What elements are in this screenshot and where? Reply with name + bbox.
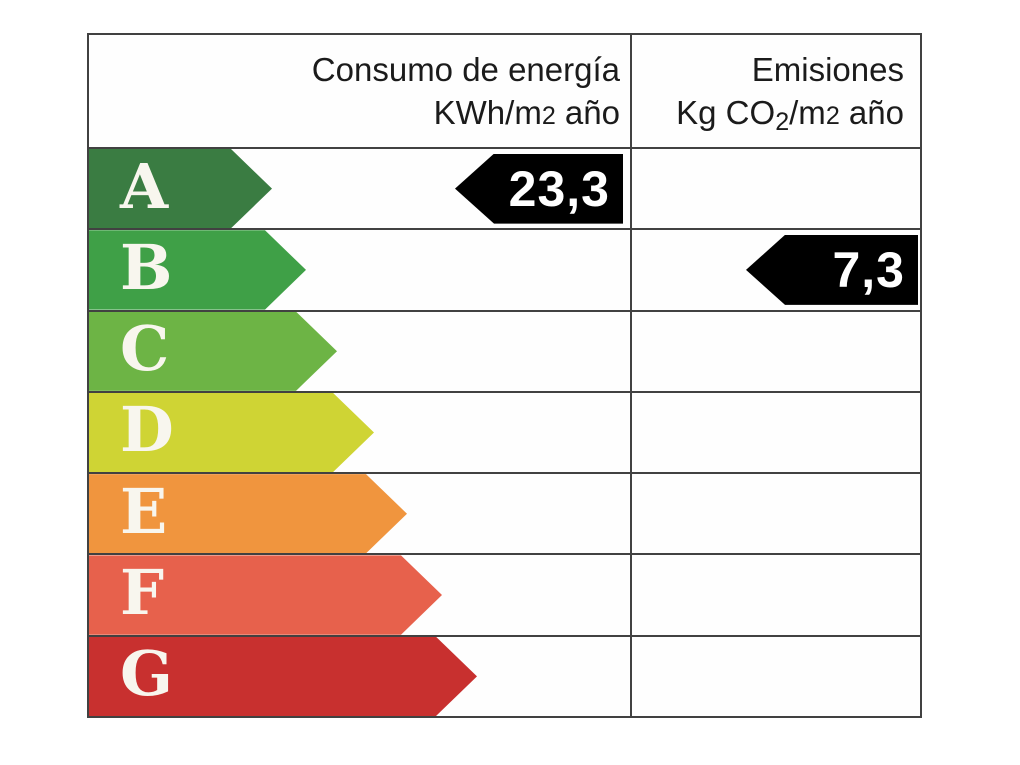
- consumo-cell: B: [89, 230, 632, 310]
- header-consumo-cell: Consumo de energía KWh/m2 año: [89, 35, 632, 147]
- emisiones-title: Emisiones: [751, 51, 904, 88]
- rating-letter: F: [120, 556, 165, 630]
- emisiones-units: Kg CO2/m2 año: [676, 94, 904, 136]
- consumo-title: Consumo de energía: [311, 51, 620, 88]
- consumo-cell: D: [89, 392, 632, 473]
- rating-letter: A: [120, 149, 169, 223]
- rating-arrow: G: [89, 637, 477, 716]
- emisiones-cell: [632, 637, 920, 716]
- rating-row: E: [89, 474, 920, 556]
- consumo-cell: C: [89, 311, 632, 391]
- emisiones-cell: [632, 474, 920, 553]
- rating-arrow: F: [89, 555, 442, 634]
- rating-arrow: E: [89, 474, 407, 553]
- rating-row: D: [89, 392, 920, 475]
- rating-letter: E: [120, 474, 168, 548]
- emisiones-cell: [632, 393, 920, 472]
- emisiones-cell: [632, 312, 920, 391]
- rating-row: G: [89, 636, 920, 716]
- energy-label-table: Consumo de energía KWh/m2 año Emisiones …: [87, 33, 922, 718]
- rating-letter: B: [120, 230, 173, 304]
- rating-row: C: [89, 311, 920, 393]
- rating-arrow: D: [89, 393, 374, 472]
- consumo-value-text: 23,3: [508, 160, 610, 217]
- rating-row: B 7,3: [89, 230, 920, 312]
- rating-arrow: A: [89, 149, 272, 228]
- consumo-cell: E: [89, 474, 632, 554]
- ratings-rows: A 23,3 B 7,3: [89, 149, 920, 716]
- consumo-cell: G: [89, 636, 632, 716]
- rating-arrow: C: [89, 312, 337, 391]
- rating-letter: D: [120, 393, 174, 467]
- rating-arrow: B: [89, 230, 306, 309]
- emisiones-cell: [632, 149, 920, 228]
- header-emisiones-cell: Emisiones Kg CO2/m2 año: [632, 35, 920, 147]
- emisiones-cell: 7,3: [632, 230, 920, 309]
- table-header: Consumo de energía KWh/m2 año Emisiones …: [89, 35, 920, 149]
- emisiones-cell: [632, 555, 920, 634]
- consumo-cell: F: [89, 555, 632, 635]
- emisiones-value-arrow: 7,3: [746, 234, 918, 305]
- rating-row: F: [89, 555, 920, 637]
- rating-row: A 23,3: [89, 149, 920, 231]
- consumo-cell: A 23,3: [89, 149, 632, 229]
- rating-letter: G: [120, 637, 173, 711]
- consumo-units: KWh/m2 año: [433, 94, 620, 131]
- rating-letter: C: [120, 312, 170, 386]
- consumo-value-arrow: 23,3: [455, 153, 623, 224]
- emisiones-value-text: 7,3: [832, 241, 905, 298]
